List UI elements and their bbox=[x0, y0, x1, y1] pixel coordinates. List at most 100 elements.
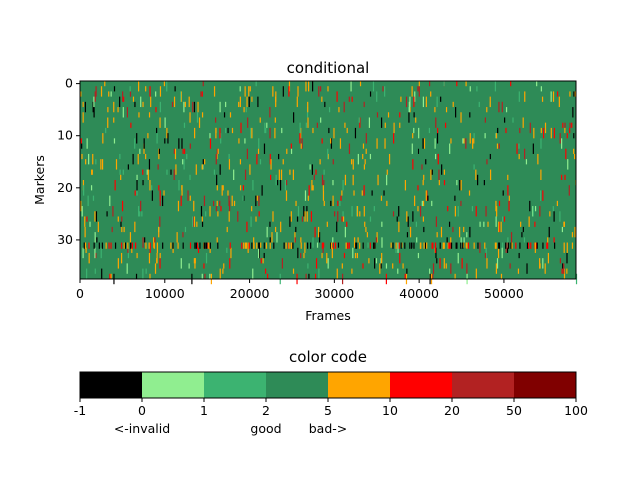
heatmap-cell bbox=[166, 127, 168, 139]
heatmap-cell bbox=[294, 237, 296, 243]
heatmap-cell bbox=[292, 242, 294, 249]
heatmap-cell bbox=[134, 221, 136, 233]
heatmap-cell bbox=[356, 252, 359, 259]
heatmap-cell bbox=[170, 169, 172, 175]
heatmap-cell bbox=[227, 190, 229, 196]
y-tick-label: 30 bbox=[57, 232, 73, 247]
heatmap-cell bbox=[88, 252, 90, 264]
heatmap-cell bbox=[226, 247, 228, 253]
heatmap-cell bbox=[159, 86, 162, 97]
heatmap-cell bbox=[108, 242, 110, 249]
heatmap-cell bbox=[174, 86, 176, 92]
heatmap-cell bbox=[371, 190, 373, 196]
heatmap-cell bbox=[257, 148, 260, 154]
heatmap-cell bbox=[292, 169, 294, 180]
heatmap-cell bbox=[134, 138, 136, 149]
y-tick-label: 0 bbox=[65, 76, 73, 91]
heatmap-cell bbox=[111, 226, 113, 233]
heatmap-cell bbox=[194, 242, 196, 249]
heatmap-cell bbox=[164, 117, 166, 128]
heatmap-cell bbox=[435, 117, 437, 128]
colorbar-segment bbox=[80, 372, 143, 398]
heatmap-cell bbox=[216, 153, 218, 160]
heatmap-cell bbox=[295, 200, 297, 207]
heatmap-cell bbox=[237, 211, 239, 222]
chart-title: conditional bbox=[287, 59, 370, 77]
heatmap-cell bbox=[332, 237, 334, 243]
heatmap-cell bbox=[465, 242, 467, 248]
heatmap-cell bbox=[198, 117, 201, 128]
heatmap-cell bbox=[460, 242, 462, 249]
heatmap-cell bbox=[437, 153, 439, 165]
heatmap-cell bbox=[215, 117, 217, 123]
heatmap-cell bbox=[386, 169, 388, 175]
heatmap-cell bbox=[314, 226, 316, 238]
heatmap-cell bbox=[275, 174, 277, 186]
heatmap-cell bbox=[200, 206, 203, 217]
heatmap-cell bbox=[477, 174, 479, 186]
heatmap-cell bbox=[409, 107, 411, 113]
heatmap-cell bbox=[351, 206, 353, 217]
heatmap-cell bbox=[306, 107, 309, 118]
heatmap-cell bbox=[323, 200, 325, 207]
heatmap-cell bbox=[249, 164, 251, 175]
heatmap-cell bbox=[188, 263, 190, 269]
x-axis-label: Frames bbox=[305, 308, 350, 323]
heatmap-cell bbox=[238, 101, 240, 108]
heatmap-cell bbox=[546, 242, 549, 249]
heatmap-cell bbox=[303, 252, 305, 259]
colorbar-segment bbox=[390, 372, 453, 398]
heatmap-cell bbox=[498, 242, 501, 249]
heatmap-cell bbox=[200, 91, 202, 97]
heatmap-cell bbox=[209, 273, 211, 279]
heatmap-cell bbox=[501, 101, 503, 113]
heatmap-cell bbox=[155, 127, 158, 134]
heatmap-cell bbox=[280, 169, 283, 180]
heatmap-cell bbox=[382, 86, 384, 92]
heatmap-cell bbox=[446, 237, 448, 243]
heatmap-cell bbox=[182, 148, 184, 154]
heatmap-cell bbox=[120, 221, 122, 227]
heatmap-cell bbox=[305, 122, 307, 128]
heatmap-cell bbox=[178, 138, 180, 149]
heatmap-cell bbox=[263, 242, 265, 249]
heatmap-cell bbox=[417, 86, 419, 92]
heatmap-cell bbox=[305, 81, 307, 92]
heatmap-cell bbox=[535, 242, 538, 249]
heatmap-cell bbox=[278, 153, 280, 160]
heatmap-cell bbox=[539, 206, 541, 217]
heatmap-cell bbox=[321, 242, 323, 249]
heatmap-cell bbox=[443, 258, 445, 269]
heatmap-cell bbox=[381, 221, 383, 227]
heatmap-cell bbox=[483, 221, 485, 227]
heatmap-cell bbox=[147, 169, 149, 180]
heatmap-cell bbox=[375, 237, 378, 243]
heatmap-cell bbox=[463, 138, 465, 144]
heatmap-cell bbox=[282, 86, 284, 97]
heatmap-cell bbox=[158, 148, 160, 154]
heatmap-cell bbox=[312, 237, 314, 248]
heatmap-cell bbox=[373, 242, 375, 249]
heatmap-cell bbox=[307, 242, 309, 249]
heatmap-cell bbox=[434, 107, 436, 113]
heatmap-cell bbox=[260, 242, 262, 248]
heatmap-cell bbox=[216, 148, 218, 154]
heatmap-cell bbox=[399, 112, 401, 118]
heatmap-cell bbox=[95, 252, 97, 259]
heatmap-cell bbox=[290, 143, 292, 149]
heatmap-cell bbox=[123, 242, 125, 249]
heatmap-cell bbox=[323, 169, 325, 175]
heatmap-cell bbox=[333, 127, 335, 139]
heatmap-cell bbox=[253, 242, 255, 249]
heatmap-cell bbox=[397, 268, 399, 274]
heatmap-cell bbox=[357, 153, 359, 165]
heatmap-cell bbox=[180, 91, 182, 102]
heatmap-cell bbox=[256, 242, 258, 249]
heatmap-cell bbox=[148, 112, 151, 118]
heatmap-cell bbox=[170, 242, 172, 249]
heatmap-cell bbox=[430, 169, 432, 180]
heatmap-cell bbox=[180, 195, 182, 207]
heatmap-cell bbox=[563, 242, 565, 253]
heatmap-cell bbox=[475, 206, 477, 217]
heatmap-cell bbox=[216, 200, 218, 207]
